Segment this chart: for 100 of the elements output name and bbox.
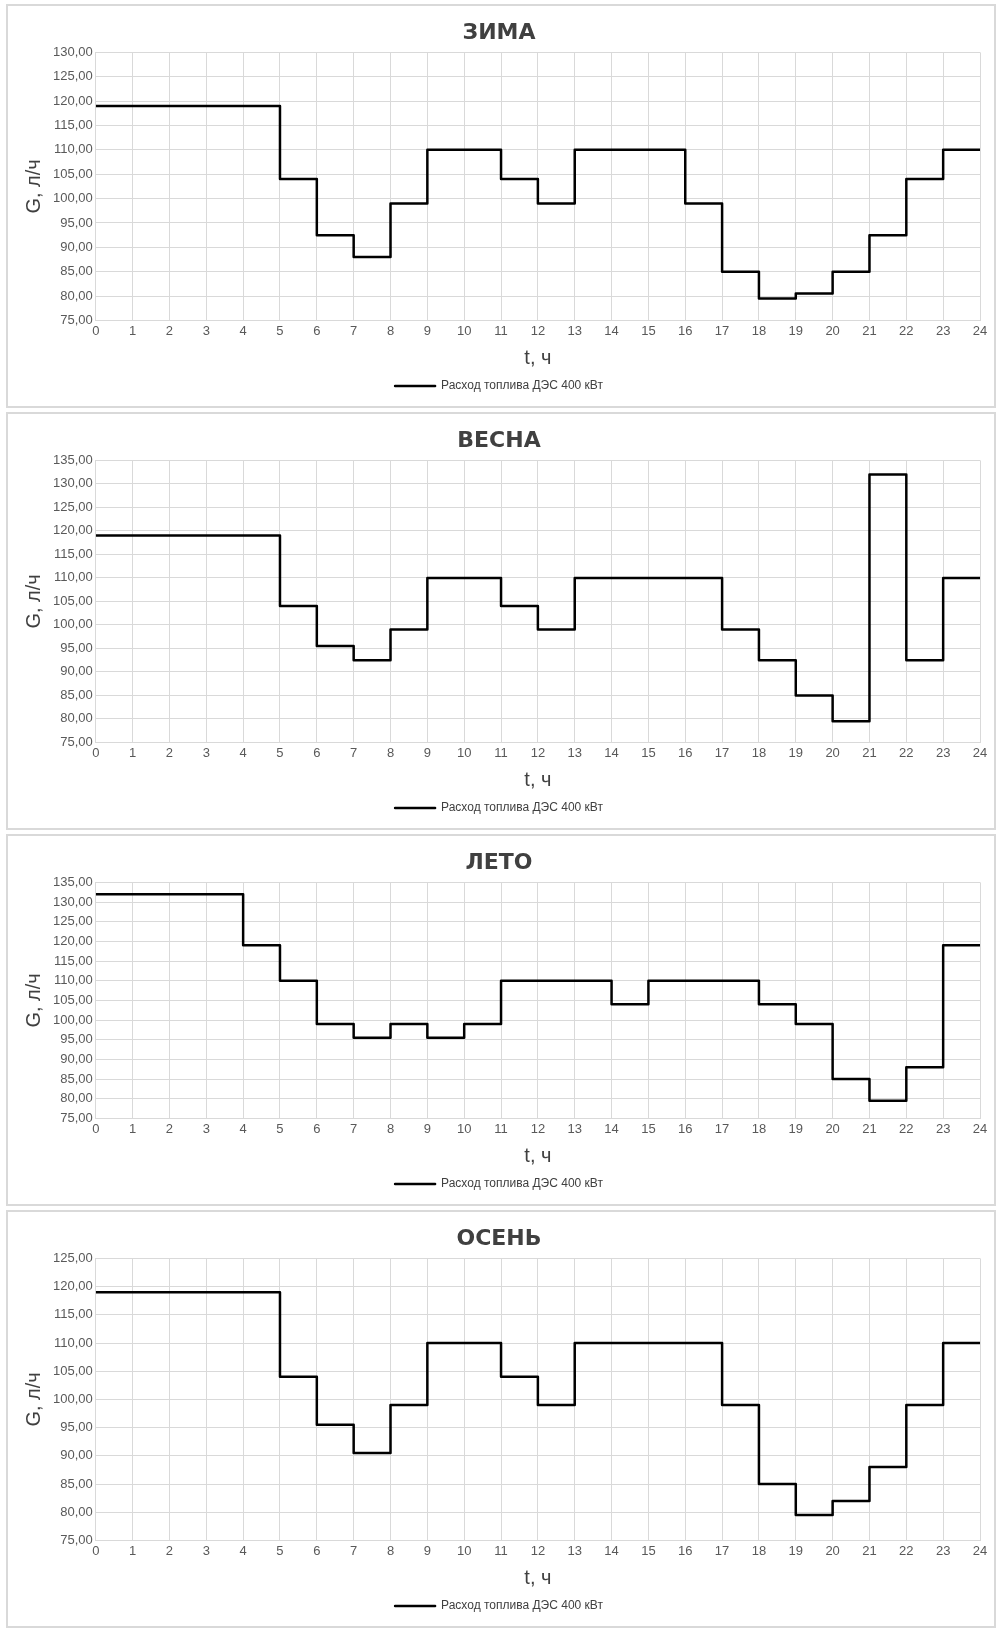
y-axis-title: G, л/ч (21, 574, 44, 629)
x-tick-label: 15 (641, 322, 656, 338)
chart-title: ЗИМА (462, 18, 536, 44)
x-tick-label: 22 (899, 322, 914, 338)
x-tick-label: 6 (313, 1120, 321, 1136)
x-tick-label: 17 (714, 744, 730, 760)
x-tick-label: 16 (678, 744, 693, 760)
y-tick-label: 85,00 (60, 263, 93, 279)
y-tick-label: 125,00 (53, 913, 93, 929)
x-tick-label: 9 (423, 322, 431, 338)
x-tick-label: 10 (456, 744, 472, 760)
y-tick-label: 105,00 (53, 592, 93, 608)
x-tick-label: 3 (202, 1120, 210, 1136)
y-tick-label: 100,00 (53, 616, 93, 632)
y-tick-label: 130,00 (53, 43, 93, 59)
chart-title: ОСЕНЬ (456, 1224, 542, 1250)
x-tick-label: 17 (714, 1542, 730, 1558)
chart-title: ЛЕТО (465, 848, 533, 874)
x-tick-label: 24 (972, 744, 988, 760)
x-tick-label: 7 (350, 1542, 358, 1558)
x-tick-label: 12 (530, 744, 546, 760)
x-tick-label: 19 (788, 322, 804, 338)
x-tick-label: 14 (604, 322, 619, 338)
x-tick-label: 18 (751, 1120, 767, 1136)
y-tick-label: 125,00 (53, 1249, 93, 1265)
x-tick-label: 24 (972, 1120, 988, 1136)
x-tick-label: 9 (423, 1120, 431, 1136)
x-tick-label: 15 (641, 1542, 656, 1558)
y-axis-title: G, л/ч (21, 159, 44, 214)
x-tick-label: 11 (494, 744, 508, 760)
x-tick-label: 24 (972, 322, 988, 338)
x-tick-label: 18 (751, 744, 767, 760)
y-tick-label: 110,00 (53, 569, 93, 585)
y-tick-label: 100,00 (53, 190, 93, 206)
y-tick-label: 80,00 (60, 287, 93, 303)
y-tick-label: 115,00 (53, 1306, 93, 1322)
x-tick-label: 23 (935, 744, 951, 760)
x-tick-label: 0 (92, 322, 100, 338)
x-tick-label: 3 (202, 322, 210, 338)
y-tick-label: 85,00 (60, 686, 93, 702)
x-tick-label: 5 (276, 744, 284, 760)
x-tick-label: 16 (678, 1120, 693, 1136)
x-axis-title: t, ч (524, 1143, 552, 1166)
x-tick-label: 14 (604, 1542, 619, 1558)
x-tick-label: 1 (128, 1120, 137, 1136)
legend-label: Расход топлива ДЭС 400 кВт (441, 1176, 604, 1191)
y-tick-label: 115,00 (53, 952, 93, 968)
y-tick-label: 80,00 (60, 1090, 93, 1106)
legend-label: Расход топлива ДЭС 400 кВт (441, 378, 604, 393)
x-tick-label: 10 (456, 1542, 472, 1558)
x-tick-label: 10 (456, 322, 472, 338)
x-tick-label: 16 (678, 1542, 693, 1558)
x-tick-label: 11 (494, 1542, 508, 1558)
x-tick-label: 20 (825, 1120, 840, 1136)
x-tick-label: 21 (862, 744, 877, 760)
x-tick-label: 18 (751, 1542, 767, 1558)
y-tick-label: 85,00 (60, 1475, 93, 1491)
x-tick-label: 1 (128, 322, 137, 338)
x-tick-label: 10 (456, 1120, 472, 1136)
y-tick-label: 105,00 (53, 165, 93, 181)
x-tick-label: 17 (714, 1120, 730, 1136)
x-axis-title: t, ч (524, 345, 552, 368)
x-tick-label: 8 (386, 1542, 395, 1558)
y-tick-label: 105,00 (53, 1362, 93, 1378)
x-tick-label: 23 (935, 1542, 951, 1558)
x-tick-label: 20 (825, 744, 840, 760)
x-tick-label: 9 (423, 744, 431, 760)
x-tick-label: 0 (92, 1120, 100, 1136)
y-tick-label: 90,00 (60, 1447, 93, 1463)
y-tick-label: 110,00 (53, 1334, 93, 1350)
x-tick-label: 9 (423, 1542, 431, 1558)
y-tick-label: 75,00 (60, 1531, 93, 1547)
y-tick-label: 95,00 (60, 1419, 93, 1435)
x-tick-label: 0 (92, 744, 100, 760)
x-tick-label: 13 (567, 1120, 582, 1136)
x-tick-label: 23 (935, 322, 951, 338)
y-tick-label: 95,00 (60, 214, 93, 230)
x-tick-label: 5 (276, 1120, 284, 1136)
x-tick-label: 3 (202, 744, 210, 760)
x-tick-label: 1 (128, 744, 137, 760)
y-tick-label: 115,00 (53, 545, 93, 561)
x-tick-label: 22 (899, 744, 914, 760)
x-tick-label: 24 (972, 1542, 988, 1558)
x-tick-label: 21 (862, 322, 877, 338)
x-tick-label: 7 (350, 322, 358, 338)
y-tick-label: 85,00 (60, 1070, 93, 1086)
y-tick-label: 125,00 (53, 68, 93, 84)
x-tick-label: 12 (530, 1120, 546, 1136)
x-tick-label: 7 (350, 1120, 358, 1136)
y-tick-label: 115,00 (53, 117, 93, 133)
legend-label: Расход топлива ДЭС 400 кВт (441, 800, 604, 815)
y-tick-label: 120,00 (53, 932, 93, 948)
y-tick-label: 135,00 (53, 873, 93, 889)
y-axis-title: G, л/ч (21, 973, 44, 1028)
y-axis-title: G, л/ч (21, 1372, 44, 1427)
x-tick-label: 13 (567, 1542, 582, 1558)
y-tick-label: 90,00 (60, 238, 93, 254)
y-tick-label: 95,00 (60, 639, 93, 655)
x-tick-label: 2 (165, 1120, 174, 1136)
y-tick-label: 130,00 (53, 475, 93, 491)
